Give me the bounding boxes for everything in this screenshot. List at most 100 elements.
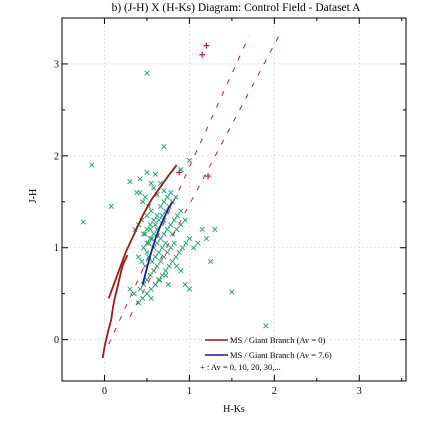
- star-marker: [199, 226, 205, 232]
- star-marker: [140, 231, 147, 237]
- reddening-plus-marker: [176, 169, 183, 176]
- star-marker: [163, 272, 169, 278]
- star-marker: [151, 185, 157, 191]
- star-marker: [152, 281, 159, 288]
- reddening-plus-marker: [203, 42, 210, 49]
- star-marker: [140, 199, 146, 205]
- star-marker: [186, 235, 193, 242]
- legend-item-reddening: + : Av = 0, 10, 20, 30,...: [200, 362, 281, 372]
- star-marker: [131, 291, 137, 297]
- star-marker: [229, 289, 235, 295]
- star-marker: [156, 249, 162, 255]
- star-marker: [144, 169, 150, 176]
- star-marker: [127, 286, 133, 292]
- star-marker: [152, 171, 159, 177]
- grid: [62, 18, 406, 381]
- star-marker: [178, 268, 184, 274]
- star-marker: [144, 70, 150, 76]
- star-marker: [151, 231, 157, 237]
- reddening-line: [108, 36, 250, 345]
- star-marker: [212, 226, 218, 232]
- legend-item-av0: MS / Giant Branch (Av = 0): [230, 335, 325, 345]
- y-tick-label: 2: [54, 151, 59, 162]
- star-marker: [176, 249, 182, 255]
- star-marker: [127, 178, 133, 185]
- star-marker: [178, 208, 184, 214]
- star-marker: [148, 286, 154, 292]
- x-tick-label: 3: [357, 386, 362, 397]
- star-marker: [173, 254, 179, 260]
- star-marker: [263, 323, 269, 329]
- star-marker: [157, 203, 164, 210]
- reddening-markers: [176, 42, 212, 180]
- axis-ticks: 0 1 2 3 0 1 2 3: [54, 17, 406, 397]
- x-axis-label: H-Ks: [223, 404, 245, 415]
- star-marker: [171, 240, 177, 246]
- star-marker: [137, 176, 143, 182]
- star-marker: [171, 217, 177, 223]
- star-marker: [157, 277, 163, 283]
- star-marker: [182, 281, 188, 288]
- reddening-plus-marker: [199, 51, 206, 58]
- star-marker: [148, 208, 154, 214]
- star-marker: [168, 222, 174, 228]
- star-marker: [161, 231, 167, 237]
- star-marker: [142, 194, 148, 200]
- star-marker: [144, 240, 150, 246]
- star-marker: [161, 254, 167, 260]
- star-marker: [151, 268, 157, 274]
- star-marker: [137, 189, 143, 196]
- star-marker: [182, 217, 188, 223]
- star-marker: [178, 222, 184, 228]
- star-marker: [144, 277, 150, 283]
- star-marker: [80, 219, 86, 225]
- star-marker: [108, 203, 114, 210]
- star-marker: [144, 226, 150, 232]
- star-marker: [154, 212, 160, 219]
- star-marker: [144, 291, 150, 297]
- y-tick-label: 3: [54, 59, 59, 70]
- star-marker: [148, 295, 154, 301]
- y-tick-label: 0: [54, 335, 59, 346]
- star-marker: [166, 263, 172, 269]
- star-marker: [203, 235, 210, 242]
- legend: MS / Giant Branch (Av = 0) MS / Giant Br…: [200, 335, 332, 372]
- star-marker: [144, 212, 150, 219]
- star-marker: [173, 194, 179, 200]
- star-marker: [174, 226, 180, 232]
- star-marker: [154, 240, 160, 246]
- star-marker: [146, 240, 152, 246]
- star-marker: [157, 235, 164, 242]
- star-marker: [154, 263, 160, 269]
- star-marker: [168, 245, 174, 251]
- star-marker: [191, 245, 197, 251]
- star-marker: [89, 162, 95, 168]
- plot-frame: [61, 17, 407, 382]
- y-tick-label: 1: [54, 243, 59, 254]
- star-marker: [142, 231, 148, 237]
- y-axis-label: J-H: [28, 189, 39, 203]
- star-marker: [151, 217, 157, 223]
- star-marker: [174, 263, 180, 269]
- star-marker: [139, 258, 145, 265]
- star-markers: [80, 70, 269, 329]
- star-marker: [208, 258, 214, 265]
- star-marker: [163, 268, 169, 274]
- star-marker: [156, 277, 162, 283]
- star-marker: [161, 188, 167, 194]
- star-marker: [147, 272, 153, 278]
- star-marker: [156, 217, 162, 223]
- star-marker: [140, 245, 147, 251]
- star-marker: [144, 249, 150, 255]
- ms-branch-av0: [101, 254, 129, 359]
- star-marker: [135, 254, 142, 260]
- star-marker: [195, 240, 201, 246]
- star-marker: [179, 245, 186, 251]
- star-marker: [174, 212, 181, 219]
- x-tick-label: 1: [187, 386, 192, 397]
- star-marker: [165, 281, 171, 288]
- star-marker: [140, 295, 146, 301]
- star-marker: [157, 258, 164, 265]
